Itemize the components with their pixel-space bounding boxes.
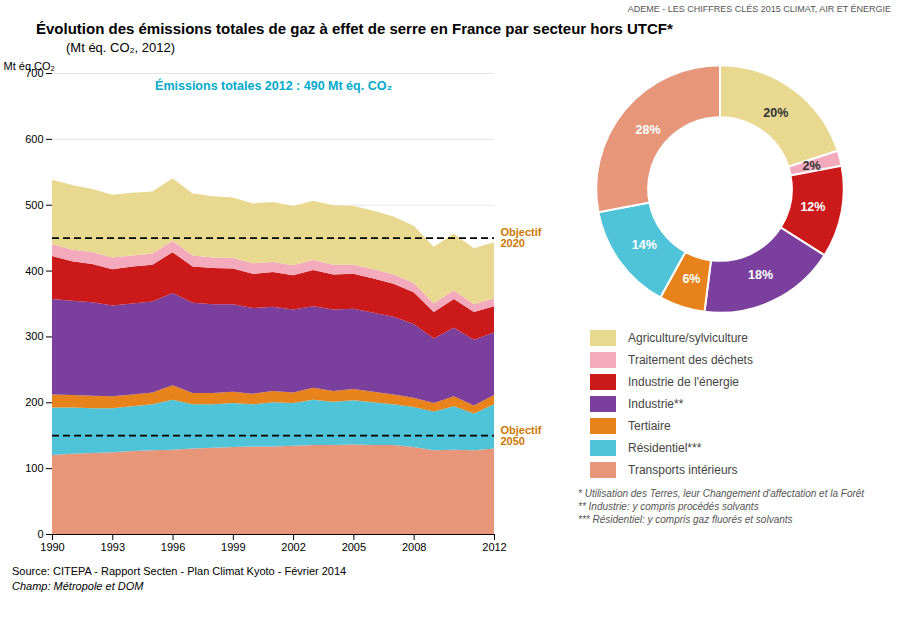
svg-text:200: 200 [25, 396, 43, 408]
svg-text:2008: 2008 [402, 541, 426, 553]
svg-text:1990: 1990 [40, 541, 64, 553]
svg-text:Émissions totales 2012 : 490 M: Émissions totales 2012 : 490 Mt éq. CO₂ [155, 78, 392, 93]
svg-text:1993: 1993 [101, 541, 125, 553]
html-text:Champ: Métropole et DOM: Champ: Métropole et DOM [12, 580, 144, 592]
html-text:** Industrie: y compris procéd: ** Industrie: y compris procédés solvant… [578, 501, 759, 512]
html-text:Évolution des émissions totale: Évolution des émissions totales de gaz à… [36, 20, 673, 37]
html-text:*** Résidentiel: y compris gaz: *** Résidentiel: y compris gaz fluorés e… [578, 514, 793, 525]
svg-text:100: 100 [25, 462, 43, 474]
html-text:Traitement des déchets: Traitement des déchets [628, 353, 753, 367]
svg-text:12%: 12% [800, 200, 825, 214]
html-text:Agriculture/sylviculture: Agriculture/sylviculture [628, 331, 748, 345]
svg-text:Mt éq.CO₂: Mt éq.CO₂ [4, 60, 55, 72]
svg-text:500: 500 [25, 199, 43, 211]
svg-text:2002: 2002 [281, 541, 305, 553]
svg-text:2005: 2005 [342, 541, 366, 553]
svg-text:14%: 14% [632, 238, 657, 252]
svg-text:Objectif2050: Objectif2050 [501, 424, 542, 447]
svg-text:700: 700 [25, 67, 44, 79]
html-text:Résidentiel***: Résidentiel*** [628, 441, 702, 455]
svg-text:2012: 2012 [482, 541, 506, 553]
svg-text:400: 400 [25, 265, 43, 277]
svg-text:1996: 1996 [161, 541, 185, 553]
html-text:Transports intérieurs: Transports intérieurs [628, 463, 738, 477]
html-text:Tertiaire: Tertiaire [628, 419, 671, 433]
svg-text:2%: 2% [803, 159, 821, 173]
html-text:Industrie**: Industrie** [628, 397, 684, 411]
svg-text:18%: 18% [748, 268, 773, 282]
html-text:Source: CITEPA - Rapport Secte: Source: CITEPA - Rapport Secten - Plan C… [12, 565, 347, 577]
svg-text:28%: 28% [635, 123, 660, 137]
svg-text:300: 300 [25, 330, 43, 342]
svg-text:Objectif2020: Objectif2020 [501, 226, 542, 249]
html-text:Industrie de l'énergie: Industrie de l'énergie [628, 375, 739, 389]
svg-text:6%: 6% [682, 272, 700, 286]
html-text:(Mt éq. CO₂, 2012): (Mt éq. CO₂, 2012) [66, 40, 176, 55]
svg-text:0: 0 [37, 528, 43, 540]
svg-text:600: 600 [25, 133, 43, 145]
svg-text:1999: 1999 [221, 541, 245, 553]
svg-text:20%: 20% [763, 106, 788, 120]
html-text:ADEME - LES CHIFFRES CLÉS 2015: ADEME - LES CHIFFRES CLÉS 2015 CLIMAT, A… [627, 4, 891, 14]
html-text:* Utilisation des Terres, leur: * Utilisation des Terres, leur Changemen… [578, 488, 865, 499]
